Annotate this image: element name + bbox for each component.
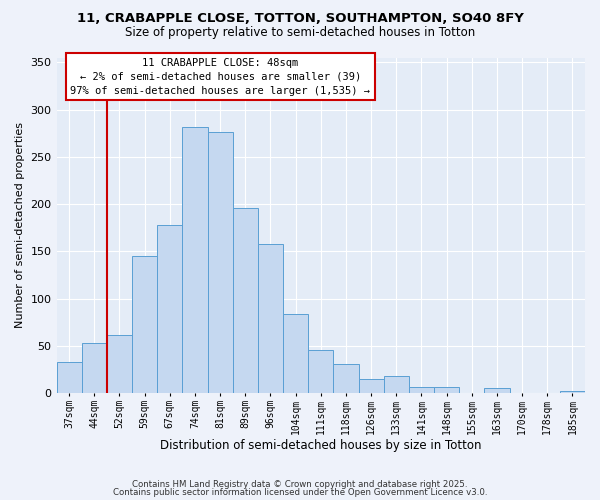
X-axis label: Distribution of semi-detached houses by size in Totton: Distribution of semi-detached houses by … bbox=[160, 440, 482, 452]
Bar bbox=[484, 388, 509, 393]
Text: 11, CRABAPPLE CLOSE, TOTTON, SOUTHAMPTON, SO40 8FY: 11, CRABAPPLE CLOSE, TOTTON, SOUTHAMPTON… bbox=[77, 12, 523, 26]
Bar bbox=[560, 391, 585, 393]
Text: Size of property relative to semi-detached houses in Totton: Size of property relative to semi-detach… bbox=[125, 26, 475, 39]
Bar bbox=[107, 334, 132, 393]
Bar bbox=[258, 244, 283, 393]
Bar bbox=[283, 314, 308, 393]
Bar bbox=[132, 256, 157, 393]
Bar bbox=[308, 350, 334, 393]
Bar bbox=[434, 388, 459, 393]
Bar bbox=[82, 343, 107, 393]
Bar bbox=[56, 362, 82, 393]
Bar bbox=[157, 225, 182, 393]
Bar bbox=[383, 376, 409, 393]
Bar bbox=[359, 379, 383, 393]
Text: 11 CRABAPPLE CLOSE: 48sqm
← 2% of semi-detached houses are smaller (39)
97% of s: 11 CRABAPPLE CLOSE: 48sqm ← 2% of semi-d… bbox=[70, 58, 370, 96]
Bar bbox=[182, 126, 208, 393]
Bar bbox=[334, 364, 359, 393]
Text: Contains public sector information licensed under the Open Government Licence v3: Contains public sector information licen… bbox=[113, 488, 487, 497]
Text: Contains HM Land Registry data © Crown copyright and database right 2025.: Contains HM Land Registry data © Crown c… bbox=[132, 480, 468, 489]
Bar bbox=[409, 386, 434, 393]
Bar bbox=[233, 208, 258, 393]
Y-axis label: Number of semi-detached properties: Number of semi-detached properties bbox=[15, 122, 25, 328]
Bar bbox=[208, 132, 233, 393]
